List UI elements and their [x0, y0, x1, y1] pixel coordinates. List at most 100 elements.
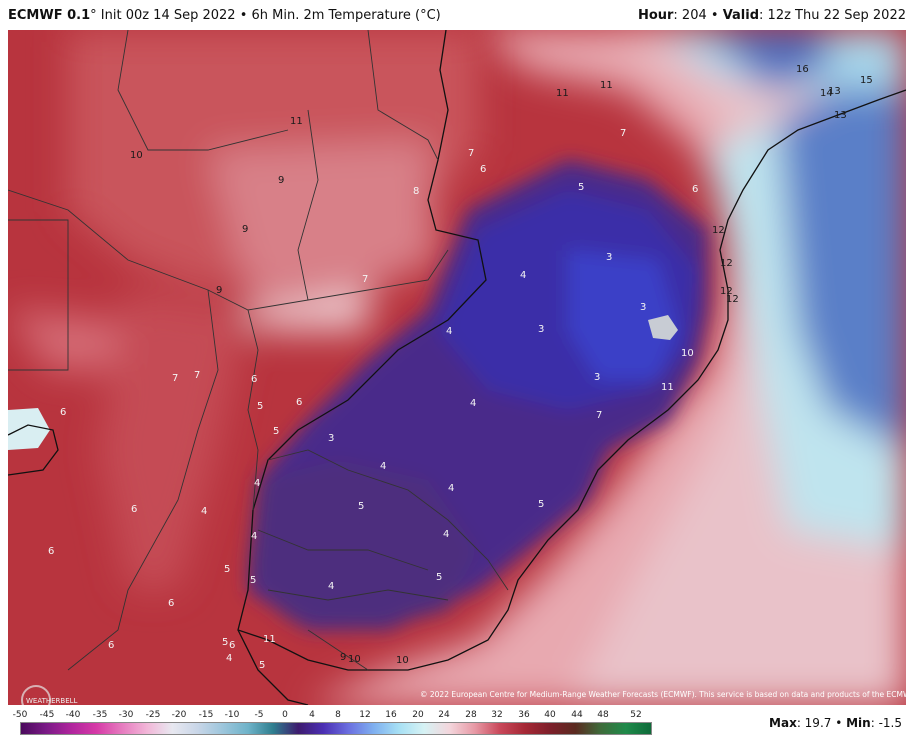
temperature-colorbar — [20, 722, 652, 735]
colorbar-tick: -50 — [12, 710, 28, 720]
value-label: 5 — [358, 501, 364, 512]
value-label: 7 — [596, 410, 602, 421]
value-labels: 10 11 11 11 16 15 14 13 7 7 6 8 9 9 9 7 … — [48, 64, 873, 671]
value-label: 11 — [290, 116, 303, 127]
init-info: ° Init 00z 14 Sep 2022 • 6h Min. 2m Temp… — [90, 7, 441, 23]
value-label: 10 — [396, 655, 409, 666]
colorbar-tick: 44 — [571, 710, 583, 720]
value-label: 4 — [380, 461, 386, 472]
value-label: 9 — [340, 652, 346, 663]
value-label: 5 — [538, 499, 544, 510]
value-label: 3 — [640, 302, 646, 313]
colorbar-tick: 12 — [359, 710, 371, 720]
value-label: 13 — [828, 86, 841, 97]
colorbar-tick: 16 — [385, 710, 397, 720]
value-label: 11 — [600, 80, 613, 91]
header-title: ECMWF 0.1° Init 00z 14 Sep 2022 • 6h Min… — [8, 8, 441, 23]
colorbar-tick: 36 — [518, 710, 530, 720]
value-label: 4 — [443, 529, 449, 540]
svg-text:WEATHERBELL: WEATHERBELL — [26, 697, 78, 705]
colorbar-tick: 28 — [465, 710, 477, 720]
colorbar-tick: -5 — [254, 710, 264, 720]
hour-label: Hour — [637, 7, 674, 23]
value-label: 5 — [224, 564, 230, 575]
value-label: 11 — [661, 382, 674, 393]
value-label: 14 — [820, 88, 833, 99]
cold-core-field — [248, 160, 708, 630]
colorbar-tick: -30 — [118, 710, 134, 720]
colorbar-tick: -20 — [171, 710, 187, 720]
value-label: 3 — [538, 324, 544, 335]
colorbar-tick: 0 — [282, 710, 288, 720]
coastline — [8, 30, 906, 705]
value-label: 4 — [470, 398, 476, 409]
value-label: 6 — [48, 546, 54, 557]
value-label: 4 — [226, 653, 232, 664]
value-label: 4 — [448, 483, 454, 494]
value-label: 6 — [168, 598, 174, 609]
ocean-field — [308, 30, 906, 705]
value-label: 6 — [229, 640, 235, 651]
map-header: ECMWF 0.1° Init 00z 14 Sep 2022 • 6h Min… — [0, 0, 914, 30]
value-label: 13 — [834, 110, 847, 121]
value-label: 3 — [594, 372, 600, 383]
valid-value: : 12z Thu 22 Sep 2022 — [759, 7, 906, 23]
max-min-readout: Max: 19.7 • Min: -1.5 — [769, 716, 902, 730]
colorbar-tick: 52 — [630, 710, 642, 720]
value-label: 3 — [328, 433, 334, 444]
min-value: : -1.5 — [870, 716, 902, 730]
value-label: 4 — [520, 270, 526, 281]
value-label: 11 — [556, 88, 569, 99]
political-borders — [8, 30, 509, 671]
value-label: 15 — [860, 75, 873, 86]
value-label: 10 — [681, 348, 694, 359]
max-value: : 19.7 • — [796, 716, 847, 730]
missing-data-patch — [648, 315, 678, 340]
value-label: 6 — [296, 397, 302, 408]
colorbar-tick: -40 — [65, 710, 81, 720]
lake-patch — [8, 408, 50, 450]
colorbar-tick: -25 — [145, 710, 161, 720]
value-label: 3 — [606, 252, 612, 263]
valid-label: Valid — [722, 7, 760, 23]
colorbar-tick: -15 — [198, 710, 214, 720]
value-label: 4 — [328, 581, 334, 592]
min-label: Min — [846, 716, 871, 730]
temperature-map[interactable]: 10 11 11 11 16 15 14 13 7 7 6 8 9 9 9 7 … — [8, 30, 906, 705]
value-label: 12 — [726, 294, 739, 305]
value-label: 5 — [273, 426, 279, 437]
value-label: 4 — [201, 506, 207, 517]
model-name: ECMWF 0.1 — [8, 7, 91, 23]
map-canvas: 10 11 11 11 16 15 14 13 7 7 6 8 9 9 9 7 … — [8, 30, 906, 705]
value-label: 6 — [108, 640, 114, 651]
value-label: 7 — [194, 370, 200, 381]
value-label: 9 — [278, 175, 284, 186]
max-label: Max — [769, 716, 797, 730]
value-label: 5 — [257, 401, 263, 412]
header-valid-time: Hour: 204 • Valid: 12z Thu 22 Sep 2022 — [638, 8, 906, 23]
value-label: 7 — [468, 148, 474, 159]
colorbar-tick: 20 — [412, 710, 424, 720]
value-label: 12 — [720, 258, 733, 269]
value-label: 5 — [259, 660, 265, 671]
colorbar-tick: -35 — [92, 710, 108, 720]
colorbar-tick: -45 — [39, 710, 55, 720]
copyright-notice: © 2022 European Centre for Medium-Range … — [420, 690, 906, 699]
value-label: 5 — [222, 637, 228, 648]
colorbar-tick: 40 — [544, 710, 556, 720]
value-label: 5 — [578, 182, 584, 193]
value-label: 6 — [131, 504, 137, 515]
colorbar-tick: 48 — [597, 710, 609, 720]
value-label: 8 — [413, 186, 419, 197]
value-label: 10 — [348, 654, 361, 665]
colorbar-tick: 4 — [309, 710, 315, 720]
colorbar-tick-labels: -50 -45 -40 -35 -30 -25 -20 -15 -10 -5 0… — [12, 710, 654, 722]
value-label: 6 — [251, 374, 257, 385]
hour-value: : 204 • — [673, 7, 723, 23]
colorbar-tick: 24 — [438, 710, 450, 720]
value-label: 6 — [60, 407, 66, 418]
value-label: 4 — [251, 531, 257, 542]
northern-warm-field — [8, 30, 478, 590]
value-label: 6 — [480, 164, 486, 175]
value-label: 4 — [446, 326, 452, 337]
